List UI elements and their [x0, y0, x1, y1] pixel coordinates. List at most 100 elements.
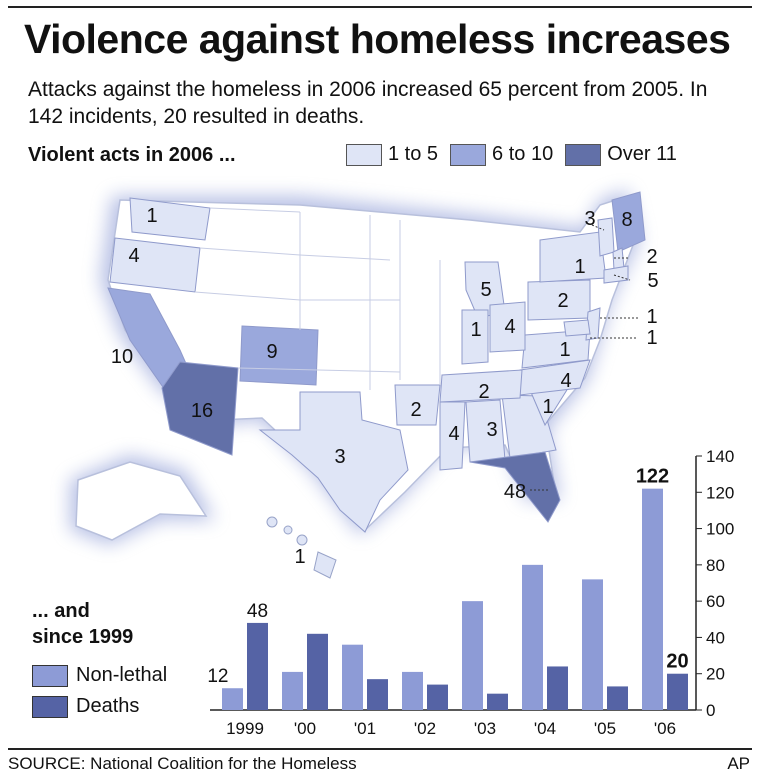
bar-non-lethal-0: [222, 688, 243, 710]
bar-non-lethal-4: [462, 601, 483, 710]
state-tx: [258, 391, 409, 533]
map-label-hi: 1: [294, 546, 305, 568]
map-label-ms: 4: [448, 423, 459, 445]
bar-deaths-4: [487, 693, 508, 710]
bar-deaths-1: [307, 633, 328, 710]
data-label: 20: [666, 651, 688, 673]
state-fl: [469, 451, 561, 523]
chart-legend: Non-lethal Deaths: [32, 660, 167, 722]
legend-label-low: 1 to 5: [388, 143, 439, 165]
map-label-ny: 1: [574, 256, 585, 278]
legend-swatch-high: [565, 143, 602, 166]
y-tick-label: 80: [706, 556, 725, 575]
map-label-wa: 1: [146, 205, 157, 227]
state-az: [161, 361, 239, 456]
since-heading: ... and since 1999: [32, 598, 133, 650]
source-credit: SOURCE: National Coalition for the Homel…: [8, 754, 357, 773]
map-label-or: 4: [128, 245, 139, 267]
bar-non-lethal-1: [282, 671, 303, 710]
bar-chart: 0204060801001201401999'00'01'02'03'04'05…: [207, 447, 734, 738]
top-rule: [8, 6, 752, 8]
map-label-vt: 3: [584, 208, 595, 230]
data-label: 12: [207, 666, 228, 687]
bar-non-lethal-5: [522, 564, 543, 710]
state-ma: [603, 265, 629, 284]
bar-deaths-7: [667, 673, 688, 710]
chart-legend-label-nonlethal: Non-lethal: [76, 664, 168, 686]
us-map: 1 4 10 16 9 3 2 4 3 1 48 5 1 4 2 1 3 8 2…: [70, 190, 659, 579]
state-in: [461, 309, 489, 365]
chart-legend-nonlethal: Non-lethal: [32, 660, 167, 691]
map-label-pa: 2: [557, 290, 568, 312]
legend-item-mid: 6 to 10: [450, 143, 553, 166]
map-label-nj: 1: [646, 306, 657, 328]
y-tick-label: 0: [706, 701, 715, 720]
map-label-co: 9: [266, 341, 277, 363]
legend-swatch-low: [346, 143, 382, 166]
map-label-az: 16: [191, 400, 213, 422]
chart-legend-swatch-nonlethal: [32, 664, 68, 687]
legend-label-mid: 6 to 10: [492, 143, 554, 165]
map-label-ar: 2: [410, 399, 421, 421]
map-label-in: 1: [470, 319, 481, 341]
x-tick-label: '01: [354, 719, 376, 738]
bar-deaths-0: [247, 622, 268, 710]
legend-label-high: Over 11: [607, 143, 677, 165]
y-tick-label: 20: [706, 665, 725, 684]
legend-item-high: Over 11: [565, 143, 677, 166]
map-label-mi: 5: [480, 279, 491, 301]
map-label-va: 1: [559, 339, 570, 361]
x-tick-label: '00: [294, 719, 316, 738]
bar-non-lethal-7: [642, 488, 663, 710]
x-tick-label: '04: [534, 719, 556, 738]
page-title: Violence against homeless increases: [24, 16, 731, 62]
map-label-ma: 5: [647, 270, 658, 292]
hawaii: [266, 516, 337, 579]
map-label-ga: 1: [542, 396, 553, 418]
alaska: [75, 461, 208, 541]
agency-credit: AP: [727, 754, 750, 773]
bottom-rule: [8, 748, 752, 750]
map-label-ca: 10: [111, 346, 133, 368]
state-ar: [394, 384, 441, 426]
state-ms: [439, 401, 466, 471]
y-tick-label: 40: [706, 628, 725, 647]
map-label-tn: 2: [478, 381, 489, 403]
chart-legend-deaths: Deaths: [32, 691, 167, 722]
map-label-al: 3: [486, 419, 497, 441]
data-label: 48: [247, 601, 268, 622]
state-wa: [129, 197, 211, 241]
y-tick-label: 120: [706, 483, 734, 502]
y-tick-label: 140: [706, 447, 734, 466]
state-co: [239, 325, 319, 386]
since-heading-line2: since 1999: [32, 626, 134, 648]
bar-deaths-5: [547, 666, 568, 710]
x-tick-label: '03: [474, 719, 496, 738]
state-me: [611, 191, 646, 253]
legend-swatch-mid: [450, 143, 487, 166]
map-heading: Violent acts in 2006 ...: [28, 144, 236, 166]
map-label-oh: 4: [504, 316, 515, 338]
chart-legend-label-deaths: Deaths: [76, 695, 140, 717]
bar-non-lethal-3: [402, 671, 423, 710]
x-tick-label: '06: [654, 719, 676, 738]
bar-non-lethal-6: [582, 579, 603, 710]
bar-deaths-3: [427, 684, 448, 710]
legend-item-low: 1 to 5: [346, 143, 438, 166]
map-label-tx: 3: [334, 446, 345, 468]
chart-legend-swatch-deaths: [32, 695, 68, 718]
subtitle: Attacks against the homeless in 2006 inc…: [28, 78, 708, 128]
bar-deaths-2: [367, 679, 388, 710]
x-tick-label: '05: [594, 719, 616, 738]
state-oh: [489, 301, 526, 353]
bar-non-lethal-2: [342, 644, 363, 710]
map-label-nc: 4: [560, 370, 571, 392]
map-label-fl: 48: [504, 481, 526, 503]
data-label: 122: [636, 466, 669, 488]
x-tick-label: 1999: [226, 719, 264, 738]
bar-deaths-6: [607, 686, 628, 710]
since-heading-line1: ... and: [32, 600, 90, 622]
y-tick-label: 100: [706, 520, 734, 539]
map-legend: 1 to 5 6 to 10 Over 11: [346, 143, 677, 166]
map-label-nh: 2: [646, 246, 657, 268]
